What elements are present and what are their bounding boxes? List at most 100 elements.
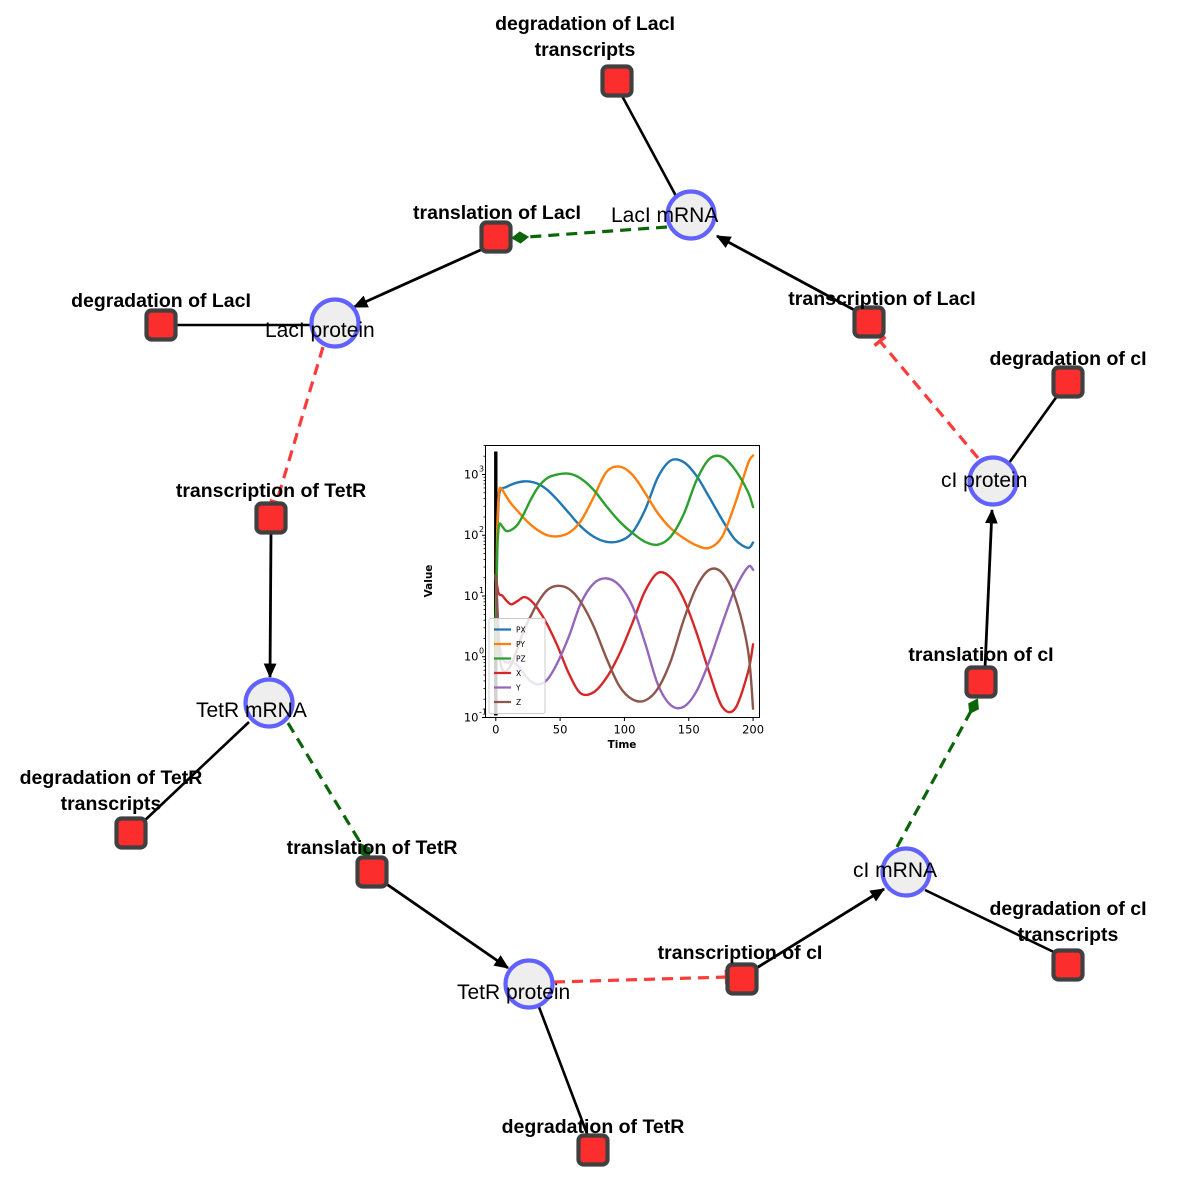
reaction-label: transcripts bbox=[61, 793, 162, 815]
reaction-label: transcription of cI bbox=[658, 942, 823, 964]
reaction-node-deg_tetr[interactable] bbox=[576, 1133, 610, 1167]
species-label: LacI protein bbox=[265, 319, 375, 342]
reaction-label: transcription of TetR bbox=[176, 480, 366, 502]
reaction-label: degradation of LacI bbox=[71, 290, 251, 312]
reaction-label: degradation of TetR bbox=[20, 767, 203, 789]
species-circle bbox=[243, 677, 295, 729]
plot-ticks bbox=[482, 445, 754, 721]
reaction-node-transl_laci[interactable] bbox=[479, 220, 513, 254]
edge-product bbox=[384, 881, 509, 970]
species-node-laci_prot[interactable] bbox=[309, 297, 361, 349]
y-tick-label: 10 bbox=[464, 711, 479, 725]
reaction-node-deg_ci_tr[interactable] bbox=[1051, 948, 1085, 982]
x-axis-label: Time bbox=[608, 739, 637, 751]
species-circle bbox=[503, 958, 555, 1010]
y-tick-exponent: 2 bbox=[479, 525, 484, 534]
reaction-label: degradation of cI bbox=[989, 348, 1146, 370]
edge-modifier bbox=[895, 698, 979, 848]
reaction-square bbox=[479, 220, 513, 254]
edge-product bbox=[983, 508, 998, 669]
species-label: LacI mRNA bbox=[611, 204, 718, 227]
x-tick-label: 0 bbox=[492, 723, 499, 737]
y-tick-exponent: 3 bbox=[479, 464, 484, 473]
legend-label-Y: Y bbox=[515, 684, 521, 693]
reaction-node-transcr_laci[interactable] bbox=[852, 305, 886, 339]
reaction-node-deg_tetr_tr[interactable] bbox=[114, 816, 148, 850]
reaction-square bbox=[114, 816, 148, 850]
y-tick-label: 10 bbox=[464, 650, 479, 664]
reaction-square bbox=[576, 1133, 610, 1167]
reaction-square bbox=[600, 64, 634, 98]
nodes-layer[interactable] bbox=[114, 64, 1085, 1167]
reaction-node-transcr_tetr[interactable] bbox=[254, 501, 288, 535]
species-circle bbox=[309, 297, 361, 349]
edge-plain bbox=[924, 888, 1061, 957]
reaction-label: translation of TetR bbox=[287, 837, 458, 859]
reaction-label: transcripts bbox=[535, 39, 636, 61]
legend-label-Z: Z bbox=[516, 698, 521, 707]
legend-label-PX: PX bbox=[516, 626, 526, 635]
reaction-node-transl_tetr[interactable] bbox=[355, 855, 389, 889]
edge-product bbox=[715, 234, 859, 314]
reaction-node-transl_ci[interactable] bbox=[964, 665, 998, 699]
y-tick-exponent: 0 bbox=[479, 647, 484, 656]
species-node-ci_mrna[interactable] bbox=[880, 846, 932, 898]
edge-product bbox=[754, 887, 885, 971]
reaction-label: degradation of LacI bbox=[495, 13, 675, 35]
series-line-PZ bbox=[494, 454, 755, 658]
species-circle bbox=[967, 455, 1019, 507]
reaction-square bbox=[1051, 365, 1085, 399]
edge-plain bbox=[537, 1006, 591, 1140]
reaction-label: transcripts bbox=[1018, 924, 1119, 946]
species-circle bbox=[880, 846, 932, 898]
species-node-tetr_prot[interactable] bbox=[503, 958, 555, 1010]
x-tick-label: 200 bbox=[742, 723, 764, 737]
series-line-PX bbox=[494, 458, 755, 640]
reaction-node-transcr_ci[interactable] bbox=[725, 962, 759, 996]
reaction-square bbox=[852, 305, 886, 339]
y-axis-label: Value bbox=[423, 565, 435, 598]
y-tick-label: 10 bbox=[464, 467, 479, 481]
reaction-label: translation of LacI bbox=[413, 202, 581, 224]
reaction-square bbox=[144, 308, 178, 342]
species-label: TetR mRNA bbox=[196, 699, 307, 722]
species-node-laci_mrna[interactable] bbox=[665, 189, 717, 241]
x-tick-label: 100 bbox=[613, 723, 635, 737]
reaction-square bbox=[725, 962, 759, 996]
x-tick-label: 150 bbox=[678, 723, 700, 737]
edge-plain bbox=[1007, 391, 1062, 464]
species-node-tetr_mrna[interactable] bbox=[243, 677, 295, 729]
edge-modifier bbox=[286, 722, 371, 859]
reaction-label: translation of cI bbox=[908, 644, 1053, 666]
species-label: TetR protein bbox=[457, 981, 570, 1004]
species-node-ci_prot[interactable] bbox=[967, 455, 1019, 507]
edge-product bbox=[263, 531, 277, 679]
reaction-square bbox=[254, 501, 288, 535]
legend-label-PY: PY bbox=[516, 640, 525, 649]
legend-label-X: X bbox=[516, 669, 521, 678]
species-circle bbox=[665, 189, 717, 241]
reaction-square bbox=[1051, 948, 1085, 982]
y-tick-exponent: -1 bbox=[479, 708, 487, 717]
reaction-square bbox=[355, 855, 389, 889]
edge-modifier bbox=[511, 225, 668, 244]
edge-plain bbox=[619, 93, 678, 197]
reaction-label: degradation of TetR bbox=[502, 1116, 685, 1138]
reaction-node-deg_ci[interactable] bbox=[1051, 365, 1085, 399]
edge-inhibition bbox=[553, 969, 729, 985]
reaction-node-deg_laci[interactable] bbox=[144, 308, 178, 342]
y-tick-exponent: 1 bbox=[479, 586, 484, 595]
species-label: cI mRNA bbox=[853, 859, 937, 882]
reaction-label: transcription of LacI bbox=[788, 288, 975, 310]
y-tick-label: 10 bbox=[464, 528, 479, 542]
reaction-node-deg_laci_tr[interactable] bbox=[600, 64, 634, 98]
reaction-square bbox=[964, 665, 998, 699]
plot-legend[interactable]: PX PY PZ XYZ bbox=[488, 618, 546, 714]
edges-layer bbox=[141, 93, 1062, 1140]
x-tick-label: 50 bbox=[553, 723, 568, 737]
labels-layer: degradation of LacI transcripts translatio… bbox=[20, 13, 1147, 1138]
